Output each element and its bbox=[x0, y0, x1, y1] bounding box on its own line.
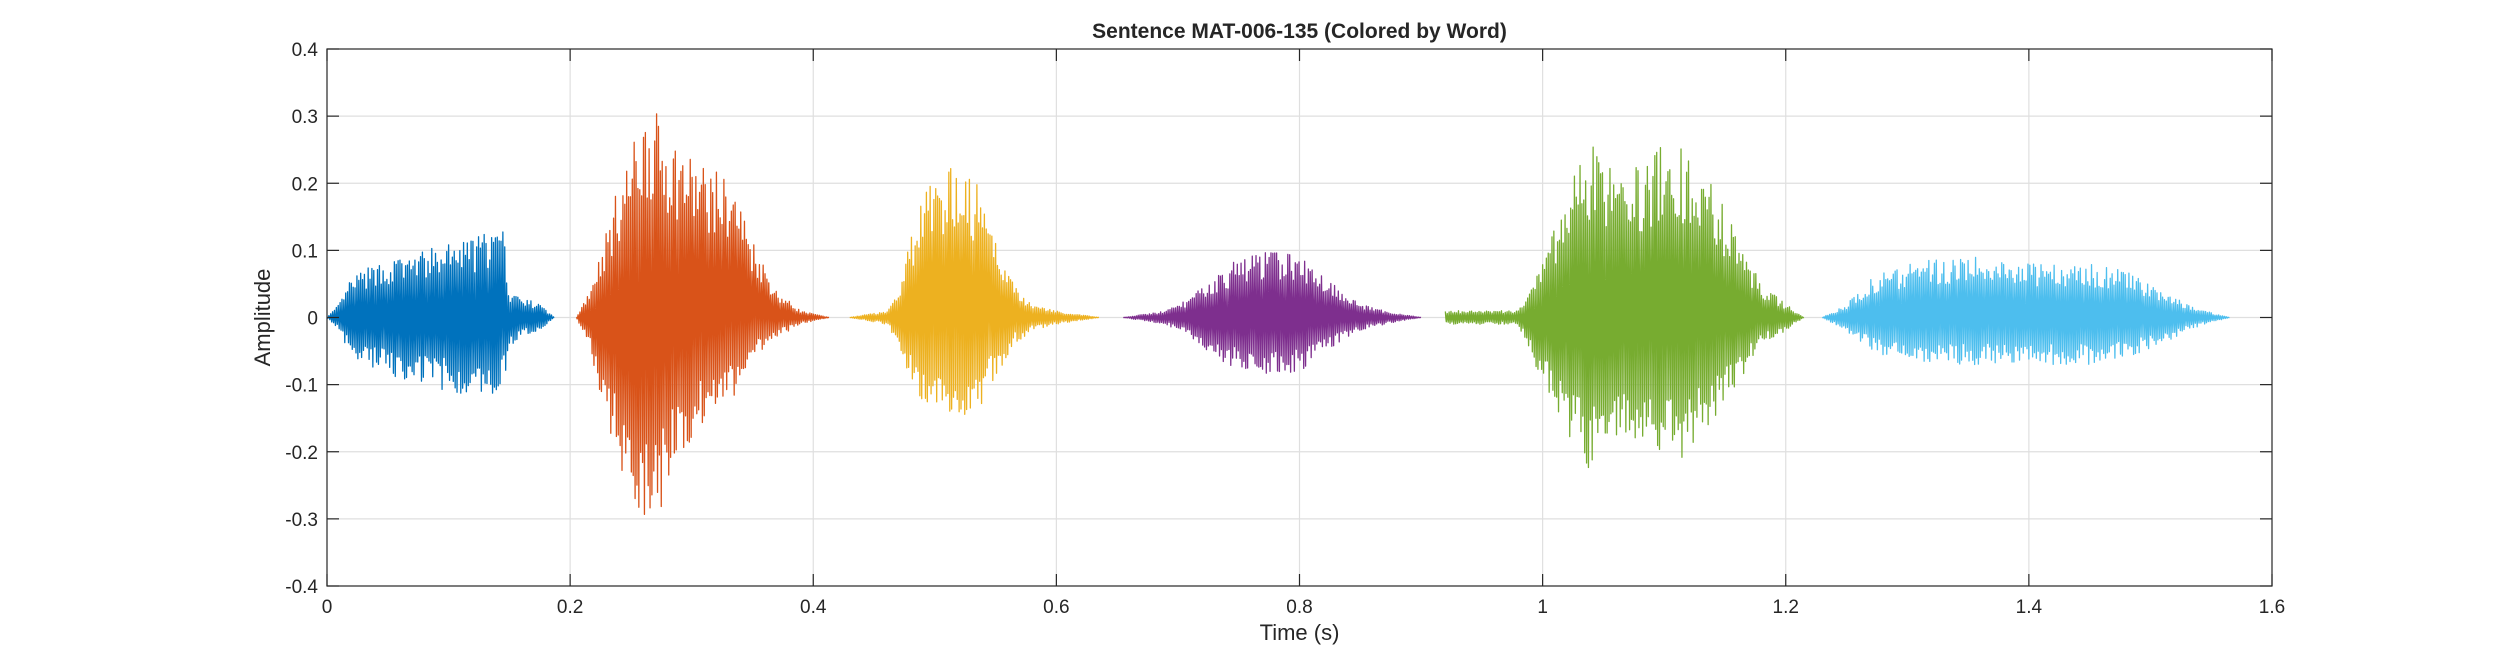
y-tick-label: 0.1 bbox=[292, 241, 318, 262]
y-tick-label: 0 bbox=[307, 309, 318, 330]
y-tick-label: 0.2 bbox=[292, 174, 318, 195]
word-waveform-1 bbox=[326, 231, 555, 394]
y-tick-label: -0.3 bbox=[285, 510, 318, 531]
y-tick-label: -0.2 bbox=[285, 443, 318, 464]
x-tick-label: 0.6 bbox=[1043, 597, 1069, 618]
x-axis-label: Time (s) bbox=[1260, 620, 1340, 645]
y-tick-label: 0.3 bbox=[292, 107, 318, 128]
y-axis-label: Amplitude bbox=[250, 269, 275, 367]
x-tick-label: 1 bbox=[1537, 597, 1548, 618]
y-tick-label: -0.1 bbox=[285, 376, 318, 397]
chart-title: Sentence MAT-006-135 (Colored by Word) bbox=[1092, 20, 1507, 43]
word-waveform-6 bbox=[1822, 256, 2230, 366]
x-tick-label: 1.6 bbox=[2259, 597, 2285, 618]
x-tick-label: 0 bbox=[322, 597, 333, 618]
word-waveform-4 bbox=[1123, 252, 1422, 374]
y-tick-label: 0.4 bbox=[292, 40, 319, 61]
plot-area bbox=[326, 113, 2230, 516]
x-tick-label: 0.4 bbox=[800, 597, 827, 618]
word-waveform-5 bbox=[1444, 146, 1805, 469]
x-tick-label: 0.2 bbox=[557, 597, 583, 618]
x-tick-label: 0.8 bbox=[1286, 597, 1312, 618]
x-tick-label: 1.4 bbox=[2016, 597, 2043, 618]
x-tick-label: 1.2 bbox=[1773, 597, 1799, 618]
y-tick-label: -0.4 bbox=[285, 577, 318, 598]
axis-ticks: 0 0.2 0.4 0.6 0.8 1 1.2 1.4 1.6 -0.4 -0.3 -0.2 -0.1 0… bbox=[285, 40, 2285, 618]
word-waveform-3 bbox=[849, 168, 1100, 415]
word-waveform-2 bbox=[576, 113, 830, 516]
